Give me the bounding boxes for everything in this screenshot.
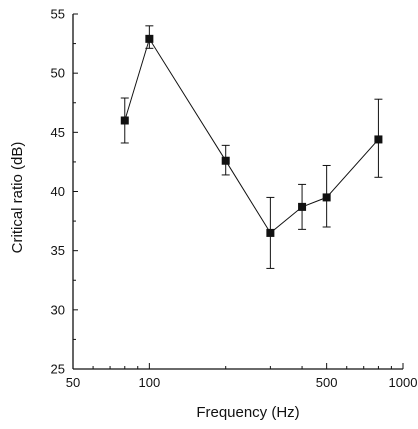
- y-axis-title: Critical ratio (dB): [9, 142, 26, 254]
- data-point-marker: [298, 202, 307, 211]
- data-point-marker: [374, 135, 383, 144]
- x-tick-label: 50: [66, 375, 80, 390]
- x-tick-label: 1000: [389, 375, 418, 390]
- y-tick-label: 30: [51, 302, 65, 317]
- y-tick-label: 25: [51, 362, 65, 377]
- data-point-marker: [120, 116, 129, 125]
- axes: [72, 14, 403, 370]
- x-axis-title: Frequency (Hz): [196, 404, 299, 421]
- data-point-marker: [266, 228, 275, 237]
- y-tick-label: 50: [51, 66, 65, 81]
- y-tick-label: 35: [51, 243, 65, 258]
- data-point-marker: [322, 193, 331, 202]
- x-tick-label: 500: [316, 375, 338, 390]
- data-point-marker: [145, 34, 154, 43]
- series-layer: [120, 25, 383, 269]
- y-tick-label: 45: [51, 125, 65, 140]
- x-tick-label: 100: [139, 375, 161, 390]
- y-tick-label: 40: [51, 184, 65, 199]
- data-point-marker: [221, 156, 230, 165]
- y-axis-ticks: 25 30 35 40 45 50 55: [51, 7, 78, 377]
- x-axis-ticks: 50 100 500 1000: [66, 363, 418, 390]
- y-tick-label: 55: [51, 7, 65, 22]
- series-line: [124, 37, 379, 234]
